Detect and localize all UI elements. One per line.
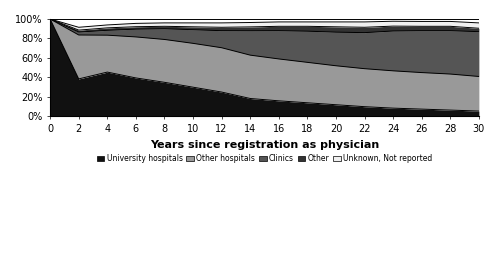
Legend: University hospitals, Other hospitals, Clinics, Other, Unknown, Not reported: University hospitals, Other hospitals, C… <box>94 151 435 166</box>
X-axis label: Years since registration as physician: Years since registration as physician <box>150 140 379 150</box>
